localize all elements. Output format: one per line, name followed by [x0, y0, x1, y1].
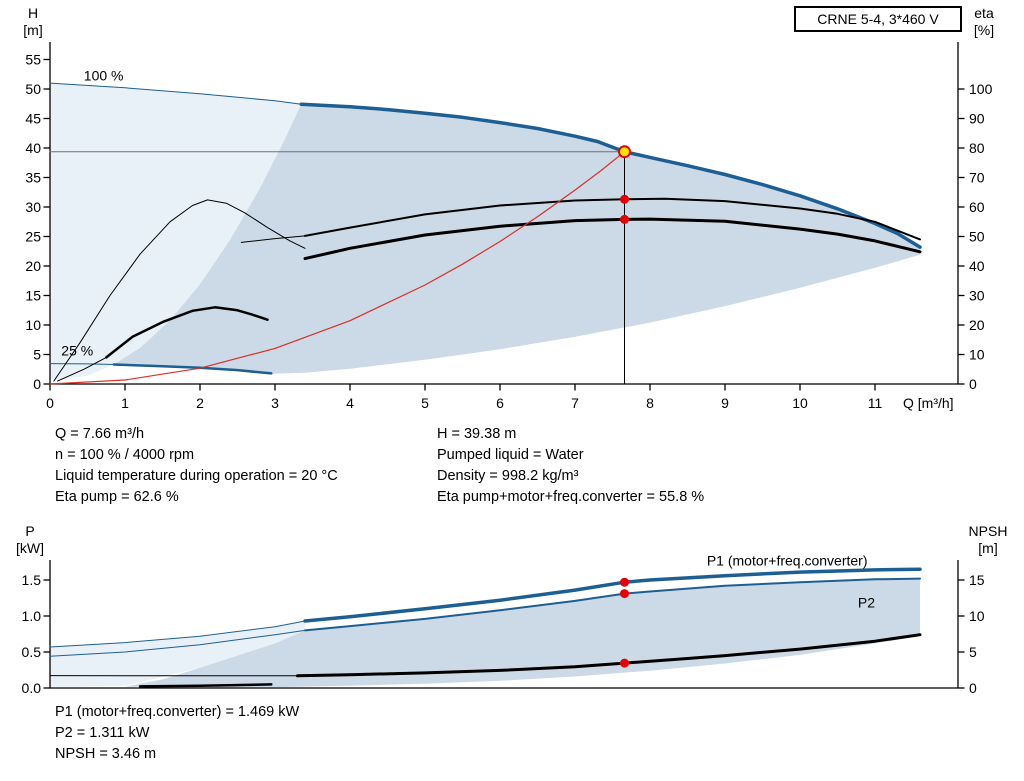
- axis-label: 20: [969, 317, 985, 333]
- p2-curve-label: P2: [858, 594, 875, 610]
- hq-25-thin-ext: [49, 363, 115, 365]
- axis-label: 0: [33, 376, 41, 392]
- pump-model-title: CRNE 5-4, 3*460 V: [794, 6, 962, 32]
- axis-label: 5: [33, 347, 41, 363]
- axis-label: 15: [969, 572, 985, 588]
- info-line-speed: n = 100 % / 4000 rpm: [55, 447, 195, 463]
- info-line-temperature: Liquid temperature during operation = 20…: [55, 468, 338, 484]
- axis-label: 55: [25, 52, 41, 68]
- p1-curve-label: P1 (motor+freq.converter): [707, 553, 868, 569]
- axis-label: 5: [969, 644, 977, 660]
- axis-label: 10: [25, 317, 41, 333]
- eta-total-25pct-curve: [105, 306, 269, 359]
- info-line-p1: P1 (motor+freq.converter) = 1.469 kW: [55, 704, 300, 720]
- speed-label-100pct: 100 %: [84, 68, 124, 84]
- axis-label: 3: [271, 395, 279, 411]
- eta-pump-marker: [620, 194, 629, 204]
- envelope-operating: [113, 104, 921, 374]
- power-info: P1 (motor+freq.converter) = 1.469 kW P2 …: [55, 702, 299, 765]
- axis-label: 6: [496, 395, 504, 411]
- axis-label: 90: [969, 111, 985, 127]
- speed-label-25pct: 25 %: [61, 343, 93, 359]
- p-envelope-operating: [125, 578, 920, 688]
- duty-info-left: Q = 7.66 m³/h n = 100 % / 4000 rpm Liqui…: [55, 424, 338, 508]
- npsh-25pct-curve: [138, 683, 273, 688]
- axis-label: 1: [121, 395, 129, 411]
- info-line-eta-pump: Eta pump = 62.6 %: [55, 489, 179, 505]
- axis-label: 9: [721, 395, 729, 411]
- axis-label: 20: [25, 258, 41, 274]
- axis-label: [kW]: [16, 540, 44, 556]
- axis-label: 10: [969, 608, 985, 624]
- axis-label: 7: [571, 395, 579, 411]
- eta-pump-25pct-curve: [53, 199, 306, 382]
- axis-label: 0.5: [22, 644, 42, 660]
- envelope-light: [50, 83, 302, 380]
- eta-pump-curve: [304, 197, 921, 241]
- info-line-p2: P2 = 1.311 kW: [55, 725, 150, 741]
- axis-label: Q [m³/h]: [903, 395, 954, 411]
- axis-label: 10: [792, 395, 808, 411]
- axis-label: 40: [969, 258, 985, 274]
- axis-label: 30: [25, 199, 41, 215]
- axis-label: NPSH: [969, 523, 1008, 539]
- axis-label: 5: [421, 395, 429, 411]
- axis-label: 0.0: [22, 680, 42, 696]
- axis-label: 100: [969, 81, 993, 97]
- info-line-eta-total: Eta pump+motor+freq.converter = 55.8 %: [437, 489, 705, 505]
- p1-thin-ext: [49, 620, 306, 648]
- axis-label: 50: [969, 229, 985, 245]
- axis-label: 11: [868, 395, 883, 411]
- axis-label: 25: [25, 229, 41, 245]
- axis-label: 0: [969, 376, 977, 392]
- axis-label: 10: [969, 347, 985, 363]
- axis-label: 15: [25, 288, 41, 304]
- eta-total-25pct-thin-ext: [57, 356, 107, 382]
- axis-label: eta: [974, 5, 994, 21]
- axis-label: [m]: [23, 22, 42, 38]
- affinity-curve-through-duty: [49, 151, 626, 385]
- info-line-liquid: Pumped liquid = Water: [437, 447, 584, 463]
- eta-pump-thin-ext: [240, 235, 306, 243]
- axis-label: 8: [646, 395, 654, 411]
- axis-label: 40: [25, 140, 41, 156]
- axis-label: 70: [969, 170, 985, 186]
- axis-label: 2: [196, 395, 204, 411]
- p2-marker: [620, 589, 629, 599]
- p-envelope-light: [50, 621, 305, 687]
- hq-100-thin-ext: [49, 82, 302, 105]
- axis-label: [%]: [974, 22, 994, 38]
- eta-total-marker: [620, 214, 629, 224]
- info-line-npsh: NPSH = 3.46 m: [55, 746, 157, 762]
- p2-thin-ext: [49, 629, 306, 657]
- axis-label: 35: [25, 170, 41, 186]
- eta-total-curve: [303, 217, 922, 261]
- axis-label: [m]: [978, 540, 997, 556]
- axis-label: P: [25, 523, 34, 539]
- axis-label: 1.5: [22, 572, 42, 588]
- hq-eta-chart: 0510152025303540455055010203040506070809…: [23, 5, 994, 411]
- duty-point-marker[interactable]: [618, 145, 631, 159]
- axis-label: H: [28, 5, 38, 21]
- info-line-head: H = 39.38 m: [437, 426, 517, 442]
- axis-label: 0: [46, 395, 54, 411]
- power-npsh-chart: 0.0 0.5 1.0 1.5 0 5 10 15 P[kW] NPSH[m] P1 (motor+…: [16, 523, 1008, 696]
- info-line-q: Q = 7.66 m³/h: [55, 426, 145, 442]
- axis-label: 50: [25, 81, 41, 97]
- axis-label: 0: [969, 680, 977, 696]
- axis-label: 4: [346, 395, 354, 411]
- p1-marker: [620, 577, 629, 587]
- axis-label: 80: [969, 140, 985, 156]
- axis-label: 1.0: [22, 608, 42, 624]
- axis-label: 30: [969, 288, 985, 304]
- duty-info-right: H = 39.38 m Pumped liquid = Water Densit…: [437, 424, 704, 508]
- info-line-density: Density = 998.2 kg/m³: [437, 468, 579, 484]
- npsh-marker: [620, 658, 629, 668]
- axis-label: 60: [969, 199, 985, 215]
- axis-label: 45: [25, 111, 41, 127]
